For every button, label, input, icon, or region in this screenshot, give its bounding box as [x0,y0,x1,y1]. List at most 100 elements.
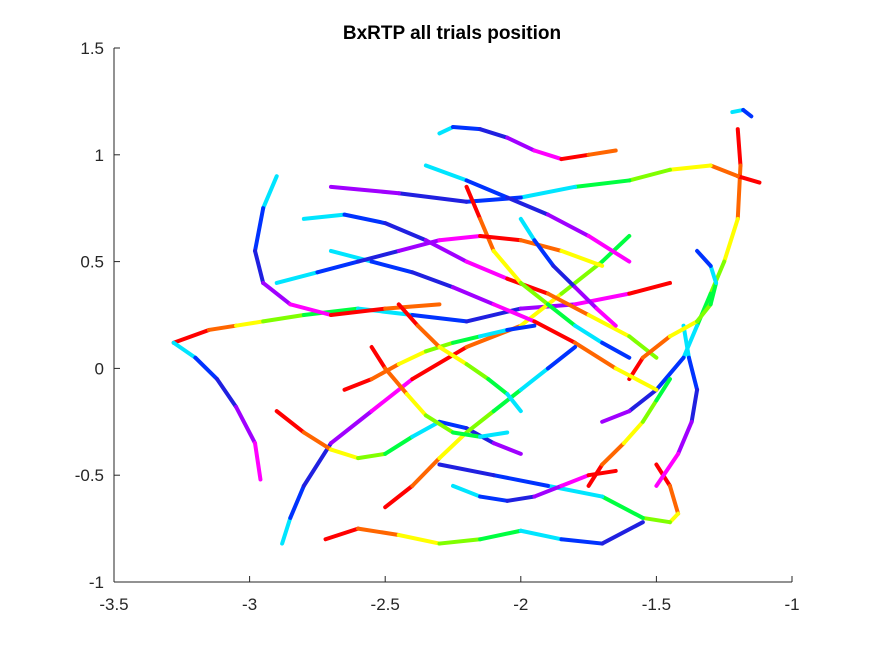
trajectory-segment [689,387,700,424]
trajectory-segment [600,441,626,467]
trajectory-segment [451,285,496,307]
trajectory-segment [437,537,483,546]
trajectory-segment [600,494,645,520]
y-tick-label: 1 [95,146,104,165]
trajectory-segment [451,483,483,499]
trajectory-segment [532,483,564,499]
trajectory-segment [437,430,469,461]
trajectory-segment [274,409,306,435]
trajectory-series [342,323,537,392]
trajectory-segment [356,248,401,264]
trajectory-series [730,107,754,119]
trajectory-segment [328,447,361,461]
trajectory-segment [215,377,239,409]
trajectory-segment [627,334,659,360]
trajectory-segment [676,419,694,456]
trajectory-segment [491,302,537,324]
trajectory-layer [171,107,762,546]
trajectory-segment [193,355,220,382]
trajectory-segment [396,302,420,328]
trajectory-segment [261,280,293,307]
trajectory-segment [464,362,491,382]
trajectory-series [328,163,762,204]
x-tick-label: -3.5 [99,595,128,614]
trajectory-segment [600,233,632,264]
trajectory-segment [437,233,483,243]
trajectory-segment [735,163,743,221]
trajectory-segment [464,259,510,281]
trajectory-segment [573,178,632,189]
trajectory-segment [410,419,442,439]
trajectory-series [369,345,510,439]
trajectory-segment [559,473,591,488]
trajectory-series [518,216,618,328]
x-tick-label: -1 [784,595,799,614]
chart-title: BxRTP all trials position [343,23,561,44]
y-tick-label: 0.5 [80,253,104,272]
trajectory-segment [545,345,578,371]
trajectory-segment [234,404,258,446]
trajectory-segment [410,313,469,324]
trajectory-segment [600,409,632,424]
trajectory-segment [573,291,632,307]
x-tick-label: -2.5 [371,595,400,614]
y-tick-label: 0 [95,359,104,378]
trajectory-segment [369,345,388,371]
y-tick-label: 1.5 [80,39,104,58]
trajectory-segment [627,167,672,183]
trajectory-segment [464,184,483,221]
trajectory-series [586,377,672,488]
trajectory-segment [369,377,415,414]
trajectory-segment [518,238,564,253]
trajectory-segment [356,451,388,461]
trajectory-segment [532,319,578,345]
trajectory-series [451,468,618,503]
trajectory-series [437,125,618,162]
trajectory-segment [559,248,605,268]
trajectory-segment [369,362,401,382]
trajectory-segment [559,259,605,296]
trajectory-segment [328,306,388,317]
trajectory-segment [478,528,523,542]
trajectory-segment [586,313,632,339]
trajectory-segment [621,419,645,446]
trajectory-segment [545,302,578,328]
trajectory-segment [437,462,496,478]
trajectory-segment [518,184,578,200]
trajectory-segment [722,216,740,264]
trajectory-segment [667,483,681,516]
trajectory-segment [369,259,415,275]
trajectory-segment [323,526,361,542]
trajectory-segment [301,212,347,221]
trajectory-segment [274,270,320,285]
trajectory-series [171,340,263,482]
trajectory-segment [654,451,681,488]
trajectory-segment [600,520,645,546]
trajectory-segment [695,302,713,324]
trajectory-segment [404,392,428,418]
trajectory-segment [478,327,510,339]
trajectory-segment [342,377,374,392]
trajectory-segment [234,319,266,328]
trajectory-segment [478,127,510,140]
axes: -3.5 -3 -2.5 -2 -1.5 -1 -1 -0.5 0 0.5 1 1.5 [75,39,800,614]
trajectory-segment [627,387,659,414]
trajectory-segment [328,184,401,196]
trajectory-segment [654,377,672,403]
trajectory-segment [640,334,672,360]
trajectory-segment [491,387,523,414]
trajectory-segment [451,430,483,439]
trajectory-segment [654,355,686,392]
trajectory-segment [686,355,700,392]
trajectory-series [383,345,578,510]
trajectory-segment [410,270,455,290]
y-tick-label: -0.5 [75,466,104,485]
trajectory-segment [586,148,618,157]
trajectory-series [253,174,442,317]
trajectory-segment [328,409,374,446]
trajectory-segment [491,248,523,285]
trajectory-segment [586,233,632,264]
trajectory-segment [410,345,469,382]
trajectory-segment [464,178,510,200]
